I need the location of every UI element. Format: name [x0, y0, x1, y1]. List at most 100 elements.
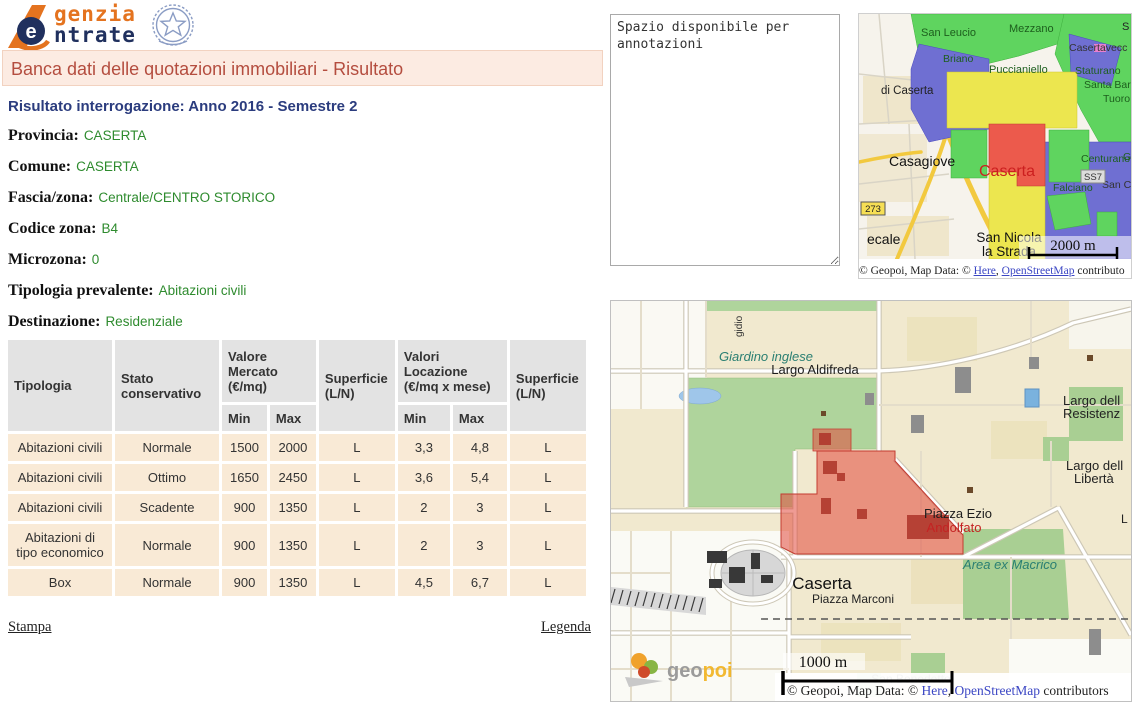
label-piazza-ezio: Piazza Ezio [924, 506, 992, 521]
col-valore-mercato: Valore Mercato (€/mq) [222, 340, 316, 402]
label-casagiove: Casagiove [889, 153, 955, 169]
col-max-mercato: Max [269, 405, 316, 431]
scale-text: 1000 m [799, 654, 848, 671]
label-l-cut: L [1121, 512, 1128, 526]
cell-max: 3 [452, 524, 507, 566]
legenda-link[interactable]: Legenda [541, 619, 591, 635]
table-row: Abitazioni civili Scadente 900 1350 L 2 3 L [8, 494, 586, 521]
zone-overview-map-canvas[interactable]: San Leucio Mezzano S Casertavecc Briano … [857, 11, 1147, 263]
cell-max: 1350 [269, 524, 316, 566]
label-largo-liberta-1: Largo dell [1066, 458, 1123, 473]
cell-min: 3,3 [397, 434, 450, 461]
cell-min: 3,6 [397, 464, 450, 491]
zone-detail-map[interactable]: gidio Giardino inglese Largo Aldifreda L… [610, 300, 1134, 702]
pond [678, 387, 722, 405]
openstreetmap-link[interactable]: OpenStreetMap [1001, 265, 1075, 277]
cell-stato: Scadente [115, 494, 219, 521]
cell-tipologia: Abitazioni civili [8, 464, 112, 491]
logo-word-agenzia: genzia [54, 2, 136, 26]
label-puccianiello: Puccianiello [989, 64, 1048, 76]
label-ga-cut: Ga [1123, 151, 1131, 163]
page-banner: Banca dati delle quotazioni immobiliari … [2, 50, 603, 86]
field-value: B4 [101, 221, 118, 236]
area-ex-macrico-green [963, 529, 1069, 619]
cell-min: 900 [222, 494, 267, 521]
scale-text: 2000 m [1050, 238, 1096, 254]
cell-tipologia: Box [8, 569, 112, 596]
zone-red-center [988, 123, 1046, 187]
cell-superficie: L [318, 494, 395, 521]
zone-b4-red-overlay [780, 428, 964, 555]
field-label: Provincia: [8, 127, 79, 144]
field-codice-zona: Codice zona: B4 [8, 219, 598, 239]
badge-273-text: 273 [865, 204, 881, 215]
label-egidio-street: gidio [734, 315, 745, 337]
cell-superficie: L [509, 524, 586, 566]
page-title: Banca dati delle quotazioni immobiliari … [11, 59, 404, 79]
cell-superficie: L [318, 569, 395, 596]
col-tipologia: Tipologia [8, 340, 112, 431]
plaza-oval [709, 539, 797, 607]
cell-max: 5,4 [452, 464, 507, 491]
label-centurano: Centurano [1081, 153, 1130, 165]
here-link[interactable]: Here [973, 265, 996, 277]
attr-text: contributo [1074, 265, 1125, 277]
label-santa-barbara: Santa Barbara [1084, 79, 1131, 91]
cell-min: 2 [397, 524, 450, 566]
label-s-cut: S [1122, 21, 1129, 33]
quotations-table: Tipologia Stato conservativo Valore Merc… [5, 337, 589, 599]
table-row: Abitazioni di tipo economico Normale 900 13… [8, 524, 586, 566]
cell-stato: Normale [115, 569, 219, 596]
logo-e-letter: e [25, 21, 36, 43]
label-largo-aldifreda: Largo Aldifreda [771, 362, 859, 377]
cell-max: 6,7 [452, 569, 507, 596]
cell-min: 4,5 [397, 569, 450, 596]
table-row: Abitazioni civili Ottimo 1650 2450 L 3,6 5,4 L [8, 464, 586, 491]
cell-max: 2450 [269, 464, 316, 491]
table-row: Abitazioni civili Normale 1500 2000 L 3,3 4,8 L [8, 434, 586, 461]
col-superficie-1: Superficie (L/N) [318, 340, 395, 431]
stampa-link[interactable]: Stampa [8, 619, 52, 635]
cell-superficie: L [318, 524, 395, 566]
col-valori-locazione: Valori Locazione (€/mq x mese) [397, 340, 507, 402]
cell-min: 900 [222, 524, 267, 566]
label-staturano: Staturano [1075, 65, 1121, 77]
field-provincia: Provincia: CASERTA [8, 126, 598, 146]
zone-detail-map-canvas[interactable]: gidio Giardino inglese Largo Aldifreda L… [610, 301, 1134, 701]
cell-superficie: L [509, 494, 586, 521]
scale-bar-2000m: 2000 m [1019, 236, 1131, 263]
label-giardino-inglese: Giardino inglese [719, 349, 813, 364]
cell-max: 1350 [269, 494, 316, 521]
field-fascia-zona: Fascia/zona: Centrale/CENTRO STORICO [8, 188, 598, 208]
cell-min: 1500 [222, 434, 267, 461]
railway [610, 587, 706, 615]
zone-overview-map[interactable]: San Leucio Mezzano S Casertavecc Briano … [857, 11, 1147, 279]
annotations-textarea[interactable]: Spazio disponibile per annotazioni [610, 14, 840, 266]
label-di-caserta: di Caserta [881, 85, 934, 97]
scale-bar-1000m: 1000 m [781, 653, 954, 695]
label-briano: Briano [943, 53, 974, 65]
label-mezzano: Mezzano [1009, 23, 1054, 35]
pool-blue [1024, 388, 1040, 408]
field-microzona: Microzona: 0 [8, 250, 598, 270]
field-label: Destinazione: [8, 313, 101, 330]
table-row: Box Normale 900 1350 L 4,5 6,7 L [8, 569, 586, 596]
route-badge-273: 273 [860, 201, 886, 216]
label-piazza-marconi: Piazza Marconi [812, 592, 894, 606]
label-largo-liberta-2: Libertà [1074, 471, 1115, 486]
label-area-ex-macrico: Area ex Macrico [962, 557, 1057, 572]
cell-min: 2 [397, 494, 450, 521]
field-value: CASERTA [83, 128, 147, 143]
attr-text: , [995, 265, 1002, 277]
cell-stato: Normale [115, 524, 219, 566]
cell-tipologia: Abitazioni civili [8, 434, 112, 461]
agenzia-entrate-logo: e genzia ntrate [4, 2, 196, 50]
cell-stato: Normale [115, 434, 219, 461]
col-max-locazione: Max [452, 405, 507, 431]
label-largo-resistenza-1: Largo dell [1063, 393, 1120, 408]
result-title: Risultato interrogazione: Anno 2016 - Se… [8, 98, 358, 115]
field-value: Residenziale [105, 314, 183, 329]
cell-superficie: L [509, 464, 586, 491]
field-value: Abitazioni civili [158, 283, 247, 298]
cell-superficie: L [509, 434, 586, 461]
